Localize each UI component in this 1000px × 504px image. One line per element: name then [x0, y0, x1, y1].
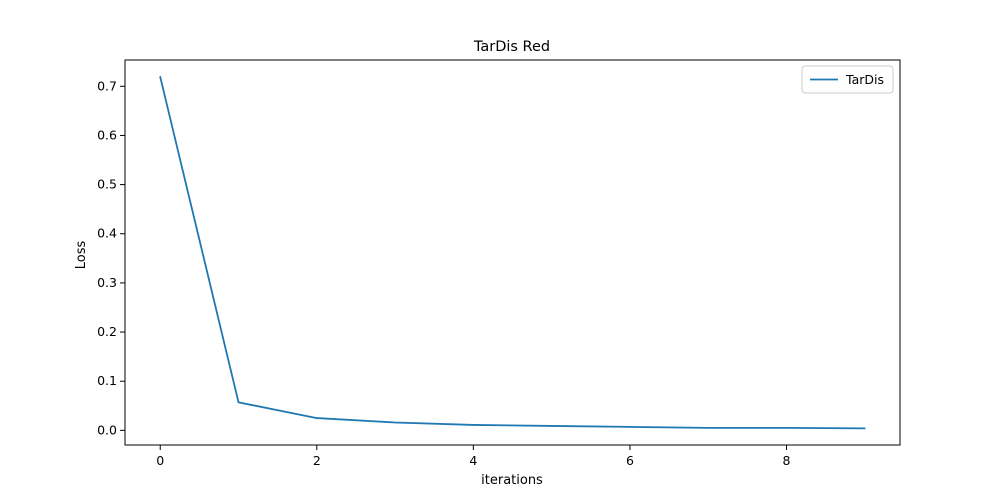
y-tick-label: 0.5: [97, 177, 117, 192]
y-tick-label: 0.4: [97, 226, 117, 241]
y-tick-label: 0.6: [97, 127, 117, 142]
y-tick-label: 0.1: [97, 373, 117, 388]
plot-frame: [124, 59, 901, 446]
chart-title: TarDis Red: [473, 39, 550, 55]
y-tick-label: 0.7: [97, 78, 117, 93]
x-tick-label: 6: [626, 453, 634, 468]
x-tick-label: 8: [783, 453, 791, 468]
legend: TarDis: [801, 65, 894, 94]
x-tick-label: 4: [469, 453, 477, 468]
x-tick-label: 0: [156, 453, 164, 468]
legend-label: TarDis: [845, 72, 884, 87]
y-tick-label: 0.2: [97, 324, 117, 339]
plot-area: [124, 59, 901, 446]
x-tick-label: 2: [313, 453, 321, 468]
y-tick-label: 0.0: [97, 422, 117, 437]
y-axis-label: Loss: [74, 241, 89, 270]
legend-frame: [801, 65, 894, 94]
x-axis-label: iterations: [481, 473, 543, 488]
y-tick-label: 0.3: [97, 275, 117, 290]
x-axis-ticks: 0 2 4 6 8: [156, 445, 791, 468]
series-line-tardis: [159, 76, 866, 430]
y-axis-ticks: 0.0 0.1 0.2 0.3 0.4 0.5 0.6 0.7: [97, 78, 125, 437]
